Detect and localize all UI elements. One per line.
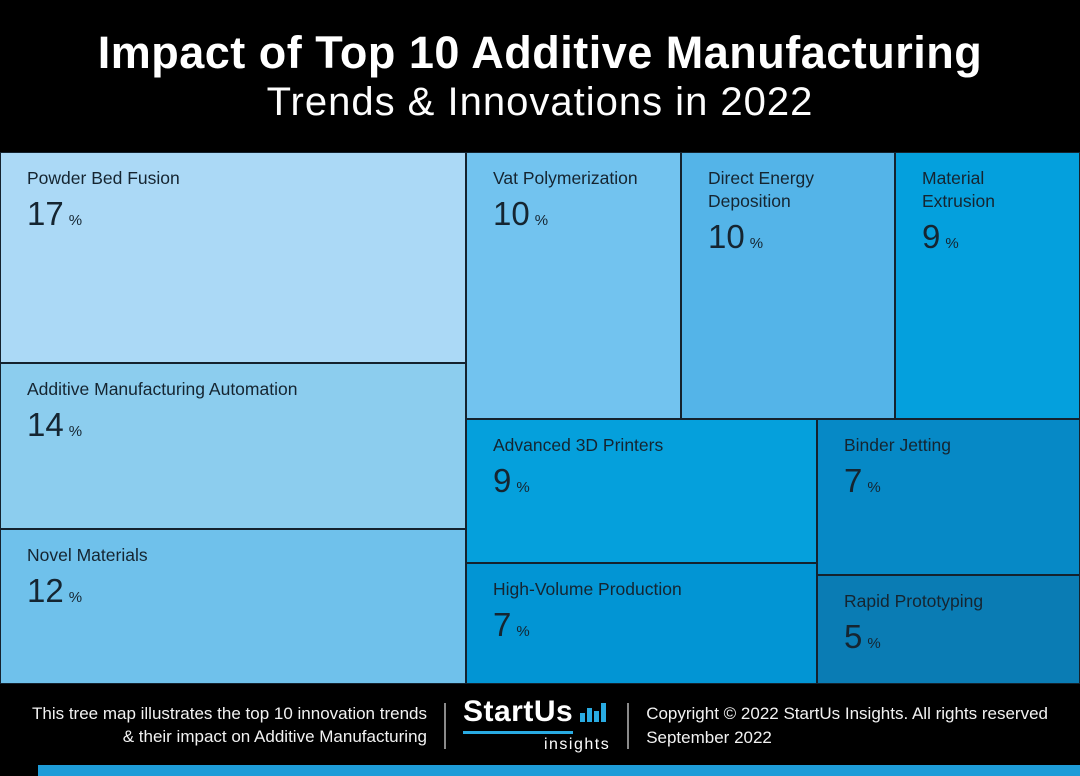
treemap-cell-novel-materials: Novel Materials 12% bbox=[0, 529, 466, 684]
cell-value-number: 14 bbox=[27, 406, 64, 444]
cell-value: 5% bbox=[844, 618, 1053, 656]
treemap-cell-powder-bed-fusion: Powder Bed Fusion 17% bbox=[0, 152, 466, 363]
cell-value: 14% bbox=[27, 406, 439, 444]
cell-value-number: 12 bbox=[27, 572, 64, 610]
cell-value-number: 9 bbox=[922, 218, 941, 256]
treemap: Powder Bed Fusion 17% Additive Manufacturi… bbox=[0, 152, 1080, 684]
page-title: Impact of Top 10 Additive Manufacturing bbox=[97, 27, 983, 79]
page-subtitle: Trends & Innovations in 2022 bbox=[266, 79, 814, 124]
treemap-cell-binder-jetting: Binder Jetting 7% bbox=[817, 419, 1080, 575]
cell-label: Direct Energy Deposition bbox=[708, 168, 815, 212]
treemap-cell-material-extrusion: Material Extrusion 9% bbox=[895, 152, 1080, 419]
cell-value: 7% bbox=[844, 462, 1053, 500]
cell-value-number: 5 bbox=[844, 618, 863, 656]
cell-value: 10% bbox=[708, 218, 868, 256]
footer-note-line2: & their impact on Additive Manufacturing bbox=[122, 726, 427, 746]
divider bbox=[627, 702, 630, 749]
treemap-cell-vat-polymerization: Vat Polymerization 10% bbox=[466, 152, 681, 419]
brand-name: StartUs bbox=[462, 697, 574, 734]
cell-value-unit: % bbox=[867, 479, 881, 497]
cell-label: Advanced 3D Printers bbox=[493, 435, 664, 455]
cell-value: 17% bbox=[27, 195, 439, 233]
cell-value-unit: % bbox=[534, 212, 549, 230]
bar-chart-icon bbox=[580, 700, 610, 727]
cell-value-number: 17 bbox=[27, 195, 64, 233]
cell-value-number: 9 bbox=[493, 462, 512, 500]
startus-logo: StartUs insights bbox=[462, 697, 611, 754]
cell-value: 7% bbox=[493, 606, 790, 644]
footer-note-line1: This tree map illustrates the top 10 inn… bbox=[31, 703, 427, 723]
copyright-line1: Copyright © 2022 StartUs Insights. All r… bbox=[646, 703, 1049, 723]
cell-label: Rapid Prototyping bbox=[844, 591, 984, 611]
cell-value-number: 10 bbox=[708, 218, 745, 256]
copyright: Copyright © 2022 StartUs Insights. All r… bbox=[646, 702, 1048, 750]
cell-label: Material Extrusion bbox=[922, 168, 995, 212]
brand-subtitle: insights bbox=[543, 736, 611, 753]
cell-value: 10% bbox=[493, 195, 654, 233]
brand-line: StartUs bbox=[462, 697, 610, 734]
cell-value-unit: % bbox=[749, 235, 764, 253]
divider bbox=[443, 702, 446, 749]
cell-value-unit: % bbox=[68, 423, 83, 441]
cell-value-number: 10 bbox=[493, 195, 530, 233]
copyright-line2: September 2022 bbox=[646, 727, 772, 747]
cell-value-unit: % bbox=[68, 212, 83, 230]
cell-label: High-Volume Production bbox=[493, 579, 682, 599]
cell-label: Additive Manufacturing Automation bbox=[27, 379, 298, 399]
footer: This tree map illustrates the top 10 inn… bbox=[0, 684, 1080, 776]
accent-bar bbox=[38, 765, 1080, 776]
cell-value-number: 7 bbox=[844, 462, 863, 500]
cell-value: 9% bbox=[922, 218, 1053, 256]
cell-value: 9% bbox=[493, 462, 790, 500]
cell-value-unit: % bbox=[516, 479, 530, 497]
cell-value-unit: % bbox=[516, 623, 530, 641]
footer-row: This tree map illustrates the top 10 inn… bbox=[0, 684, 1080, 754]
cell-value: 12% bbox=[27, 572, 439, 610]
treemap-cell-rapid-prototyping: Rapid Prototyping 5% bbox=[817, 575, 1080, 684]
cell-value-unit: % bbox=[68, 589, 83, 607]
cell-value-number: 7 bbox=[493, 606, 512, 644]
cell-value-unit: % bbox=[867, 635, 881, 653]
treemap-cell-direct-energy-deposition: Direct Energy Deposition 10% bbox=[681, 152, 895, 419]
treemap-cell-high-volume-production: High-Volume Production 7% bbox=[466, 563, 817, 684]
treemap-cell-additive-manufacturing-automation: Additive Manufacturing Automation 14% bbox=[0, 363, 466, 529]
cell-label: Novel Materials bbox=[27, 545, 148, 565]
cell-value-unit: % bbox=[945, 235, 959, 253]
treemap-cell-advanced-3d-printers: Advanced 3D Printers 9% bbox=[466, 419, 817, 563]
cell-label: Vat Polymerization bbox=[493, 168, 638, 188]
cell-label: Binder Jetting bbox=[844, 435, 952, 455]
footer-note: This tree map illustrates the top 10 inn… bbox=[32, 703, 427, 749]
header: Impact of Top 10 Additive Manufacturing … bbox=[0, 0, 1080, 152]
cell-label: Powder Bed Fusion bbox=[27, 168, 180, 188]
